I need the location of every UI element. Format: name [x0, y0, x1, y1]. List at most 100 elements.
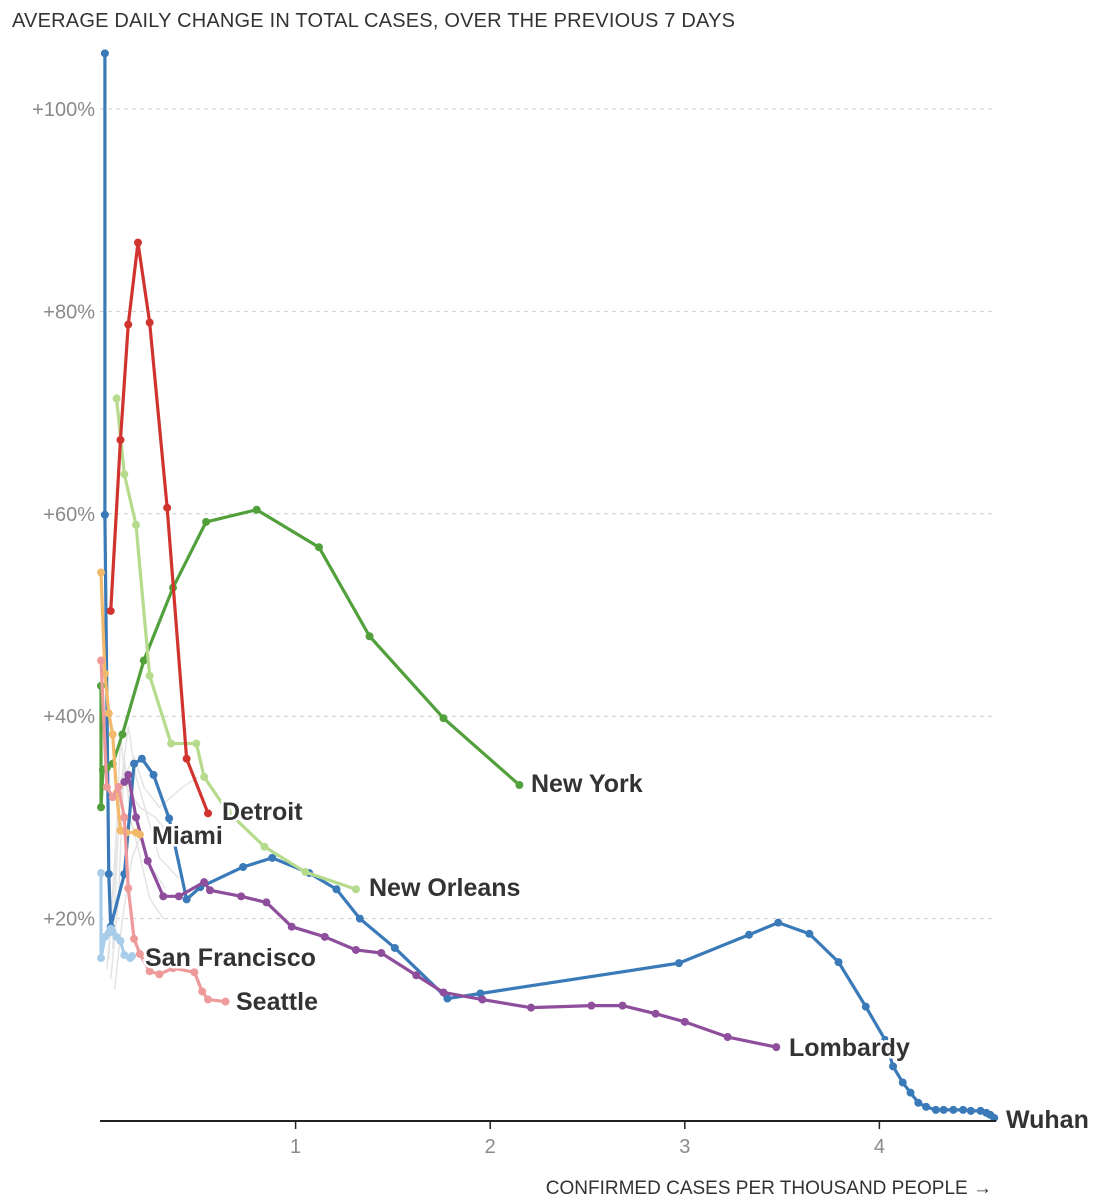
data-point — [200, 772, 209, 781]
data-point — [355, 914, 364, 923]
series-lombardy — [120, 770, 781, 1052]
x-tick-label: 3 — [679, 1136, 690, 1158]
data-point — [102, 783, 111, 792]
data-point — [130, 759, 139, 768]
data-point — [167, 739, 176, 748]
series-seattle — [97, 656, 230, 1006]
data-point — [939, 1105, 948, 1114]
data-point — [108, 730, 117, 739]
grid-layer: +20% +40% +60% +80% +100% — [32, 99, 996, 931]
y-tick-label: +40% — [43, 706, 95, 728]
data-point — [97, 803, 105, 812]
data-point — [881, 1036, 890, 1045]
data-point — [108, 793, 117, 802]
series-label: Wuhan — [1006, 1106, 1089, 1134]
data-point — [377, 949, 386, 958]
data-point — [104, 709, 113, 718]
data-point — [135, 950, 144, 959]
data-point — [149, 770, 158, 779]
y-tick-label: +100% — [32, 99, 95, 121]
data-point — [137, 754, 146, 763]
series-label: Detroit — [222, 798, 303, 826]
data-point — [100, 49, 109, 58]
series-labels: Wuhan Lombardy New York New Orleans DetroitM… — [143, 768, 1092, 1137]
series-label: New Orleans — [369, 874, 520, 902]
data-point — [221, 997, 230, 1006]
data-point — [163, 503, 172, 512]
data-point — [182, 754, 191, 763]
data-point — [133, 238, 142, 247]
data-point — [159, 892, 168, 901]
data-point — [145, 967, 154, 976]
data-point — [476, 989, 485, 998]
data-point — [143, 856, 152, 865]
data-point — [723, 1033, 732, 1042]
data-point — [301, 868, 310, 877]
data-point — [889, 1062, 898, 1071]
data-point — [262, 898, 271, 907]
data-point — [774, 918, 783, 927]
data-point — [165, 814, 174, 823]
data-point — [120, 470, 129, 479]
data-point — [198, 987, 207, 996]
data-point — [861, 1002, 870, 1011]
data-point — [990, 1113, 999, 1122]
data-point — [674, 959, 683, 968]
data-point — [515, 781, 524, 790]
data-point — [155, 970, 164, 979]
data-point — [120, 777, 129, 786]
series-san-francisco — [97, 869, 137, 963]
data-point — [252, 505, 261, 514]
data-point — [805, 929, 814, 938]
data-point — [97, 568, 105, 577]
data-point — [104, 870, 113, 879]
data-point — [365, 632, 374, 641]
data-point — [202, 517, 211, 526]
data-point — [116, 435, 125, 444]
data-point — [351, 945, 360, 954]
data-point — [966, 1106, 975, 1115]
data-point — [898, 1078, 907, 1087]
data-point — [443, 994, 452, 1003]
data-point — [145, 318, 154, 327]
data-point — [949, 1105, 958, 1114]
data-point — [132, 520, 141, 529]
data-point — [145, 671, 154, 680]
data-point — [174, 892, 183, 901]
data-point — [205, 886, 214, 895]
data-point — [351, 885, 360, 894]
data-point — [745, 930, 754, 939]
x-tick-label: 4 — [874, 1136, 885, 1158]
series-line — [99, 508, 521, 809]
data-point — [922, 1102, 931, 1111]
data-point — [834, 958, 843, 967]
series-new-orleans — [112, 394, 360, 894]
data-point — [114, 783, 123, 792]
data-point — [237, 892, 246, 901]
data-point — [100, 510, 109, 519]
x-axis-label: CONFIRMED CASES PER THOUSAND PEOPLE → — [546, 1178, 992, 1199]
data-point — [320, 932, 329, 941]
series-new-york — [97, 505, 524, 812]
chart-title: AVERAGE DAILY CHANGE IN TOTAL CASES, OVE… — [12, 10, 736, 32]
data-point — [618, 1001, 627, 1010]
data-point — [772, 1043, 781, 1052]
data-point — [116, 936, 125, 945]
data-point — [112, 394, 121, 403]
data-point — [332, 885, 341, 894]
x-tick-label: 2 — [485, 1136, 496, 1158]
data-point — [906, 1088, 915, 1097]
data-point — [287, 922, 296, 931]
y-tick-label: +80% — [43, 301, 95, 323]
series-label: Miami — [152, 822, 223, 850]
y-tick-label: +60% — [43, 504, 95, 526]
series-label: San Francisco — [145, 944, 316, 972]
data-point — [118, 730, 127, 739]
data-point — [124, 770, 133, 779]
data-point — [651, 1009, 660, 1018]
series-wuhan — [100, 49, 999, 1122]
data-point — [439, 988, 448, 997]
data-point — [200, 878, 209, 887]
series-line — [109, 240, 210, 815]
